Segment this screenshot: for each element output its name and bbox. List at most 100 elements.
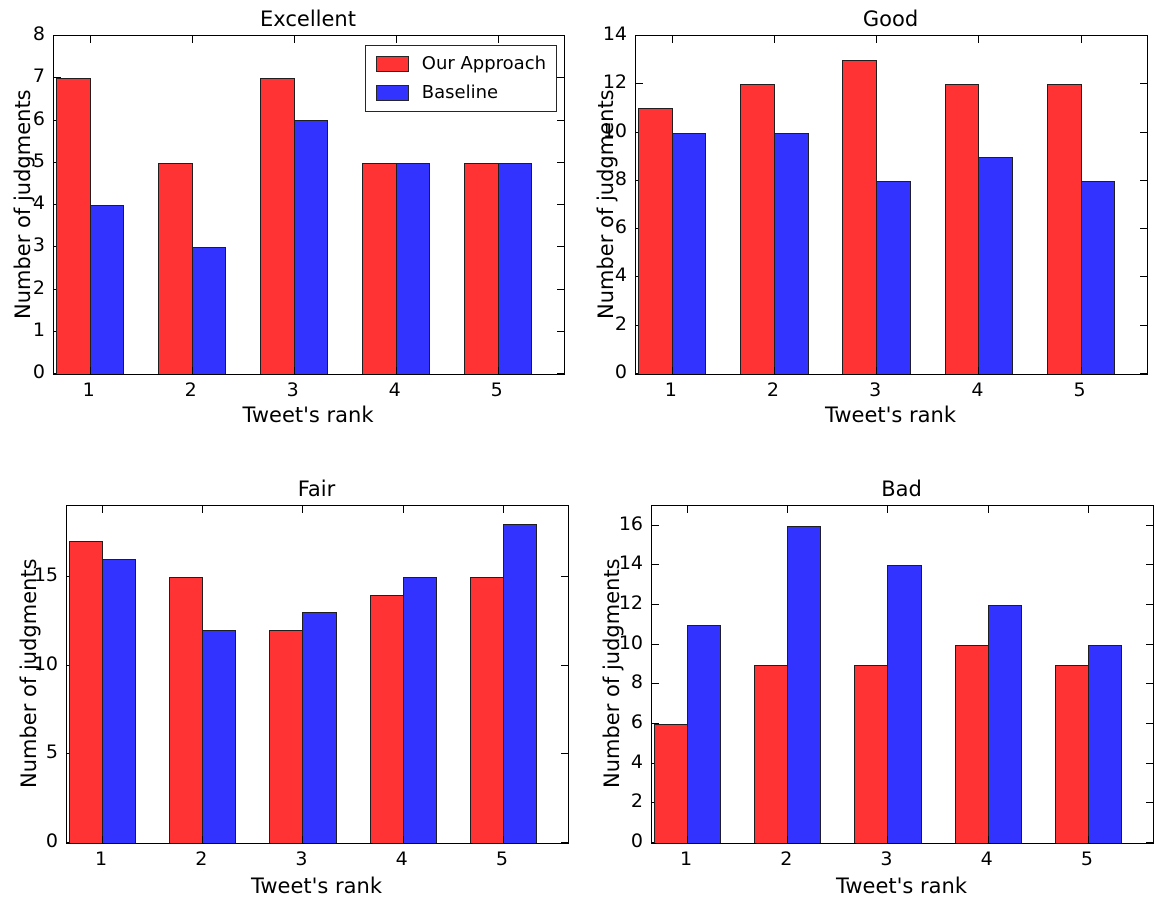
y-tick-mark	[1140, 83, 1147, 85]
y-tick-label: 2	[614, 312, 627, 335]
bar-baseline-rank-3	[887, 565, 922, 843]
y-tick-mark	[1140, 35, 1147, 36]
x-tick-mark	[987, 506, 989, 513]
bar-baseline-rank-2	[787, 526, 822, 843]
x-tick-label: 3	[286, 379, 299, 401]
y-tick-mark	[1146, 842, 1153, 843]
y-tick-mark	[1140, 373, 1147, 374]
x-tick-label: 5	[490, 379, 503, 401]
y-tick-label: 8	[630, 671, 643, 694]
x-axis-label: Tweet's rank	[836, 874, 967, 898]
x-tick-label: 2	[184, 379, 197, 401]
chart-title: Good	[862, 7, 919, 31]
y-tick-mark	[54, 35, 61, 36]
bar-baseline-rank-5	[502, 524, 537, 843]
y-tick-mark	[557, 288, 564, 290]
x-tick-mark	[102, 836, 104, 843]
plot-area	[651, 505, 1154, 844]
x-tick-mark	[1087, 836, 1089, 843]
y-tick-mark	[1146, 524, 1153, 526]
x-tick-label: 3	[869, 379, 882, 401]
x-tick-mark	[395, 36, 397, 43]
x-tick-label: 5	[1073, 379, 1086, 401]
x-tick-mark	[102, 506, 104, 513]
bar-baseline-rank-3	[293, 120, 329, 374]
x-tick-mark	[89, 367, 91, 374]
y-tick-mark	[557, 119, 564, 121]
x-tick-label: 4	[971, 379, 984, 401]
legend-label: Our Approach	[421, 53, 546, 74]
bar-our-approach-rank-2	[754, 665, 789, 843]
bar-baseline-rank-5	[1087, 645, 1122, 843]
y-tick-label: 4	[32, 192, 45, 214]
x-tick-mark	[978, 367, 980, 374]
y-tick-label: 5	[32, 149, 45, 172]
x-tick-mark	[887, 836, 889, 843]
y-tick-mark	[652, 564, 659, 566]
x-axis-label: Tweet's rank	[825, 403, 956, 427]
y-tick-label: 15	[33, 563, 58, 586]
y-tick-label: 3	[32, 234, 45, 257]
y-tick-mark	[561, 753, 568, 755]
bar-our-approach-rank-3	[260, 78, 295, 374]
y-tick-mark	[1146, 762, 1153, 764]
y-tick-label: 16	[618, 512, 643, 535]
y-tick-mark	[1140, 179, 1147, 181]
x-tick-mark	[687, 506, 689, 513]
subplot-excellent: Excellent Number of judgments Tweet's ra…	[0, 0, 582, 454]
x-tick-label: 4	[395, 848, 408, 870]
bar-our-approach-rank-5	[1046, 84, 1082, 374]
x-tick-mark	[787, 506, 789, 513]
y-tick-mark	[652, 723, 659, 725]
y-tick-mark	[1140, 276, 1147, 278]
y-tick-mark	[652, 683, 659, 685]
x-tick-label: 5	[1080, 848, 1093, 870]
bar-our-approach-rank-3	[842, 60, 878, 374]
bar-baseline-rank-2	[191, 247, 227, 374]
x-tick-mark	[402, 506, 404, 513]
y-tick-mark	[636, 35, 643, 36]
x-tick-label: 1	[95, 848, 108, 870]
legend-item-our-approach: Our Approach	[375, 53, 546, 74]
bar-baseline-rank-1	[89, 205, 125, 374]
x-tick-mark	[502, 506, 504, 513]
bar-our-approach-rank-1	[69, 541, 104, 843]
bar-our-approach-rank-1	[56, 78, 91, 374]
y-tick-label: 12	[618, 592, 643, 615]
bar-baseline-rank-1	[102, 559, 137, 843]
x-tick-mark	[987, 836, 989, 843]
y-tick-label: 0	[45, 830, 58, 852]
y-tick-mark	[557, 330, 564, 332]
x-tick-mark	[191, 36, 193, 43]
legend-swatch	[375, 85, 409, 101]
y-tick-mark	[1146, 604, 1153, 606]
bar-our-approach-rank-5	[464, 163, 499, 374]
y-tick-mark	[1146, 802, 1153, 804]
x-tick-mark	[502, 836, 504, 843]
x-tick-mark	[671, 36, 673, 43]
bar-our-approach-rank-4	[369, 595, 404, 843]
y-tick-mark	[652, 604, 659, 606]
bar-baseline-rank-2	[202, 630, 237, 843]
x-axis-label: Tweet's rank	[242, 403, 374, 427]
y-tick-label: 10	[618, 631, 643, 654]
bar-our-approach-rank-4	[954, 645, 989, 843]
x-axis-label: Tweet's rank	[251, 874, 382, 898]
bar-our-approach-rank-3	[269, 630, 304, 843]
x-tick-label: 4	[980, 848, 993, 870]
chart-title: Bad	[881, 477, 922, 501]
bar-our-approach-rank-2	[169, 577, 204, 843]
bar-baseline-rank-3	[302, 612, 337, 843]
bar-our-approach-rank-1	[654, 724, 689, 843]
x-tick-mark	[497, 36, 499, 43]
y-tick-mark	[557, 204, 564, 205]
x-tick-mark	[787, 836, 789, 843]
bar-baseline-rank-5	[497, 163, 533, 374]
x-tick-label: 5	[495, 848, 508, 870]
x-tick-mark	[293, 36, 295, 43]
bar-baseline-rank-1	[687, 625, 722, 843]
bar-our-approach-rank-4	[944, 84, 980, 374]
